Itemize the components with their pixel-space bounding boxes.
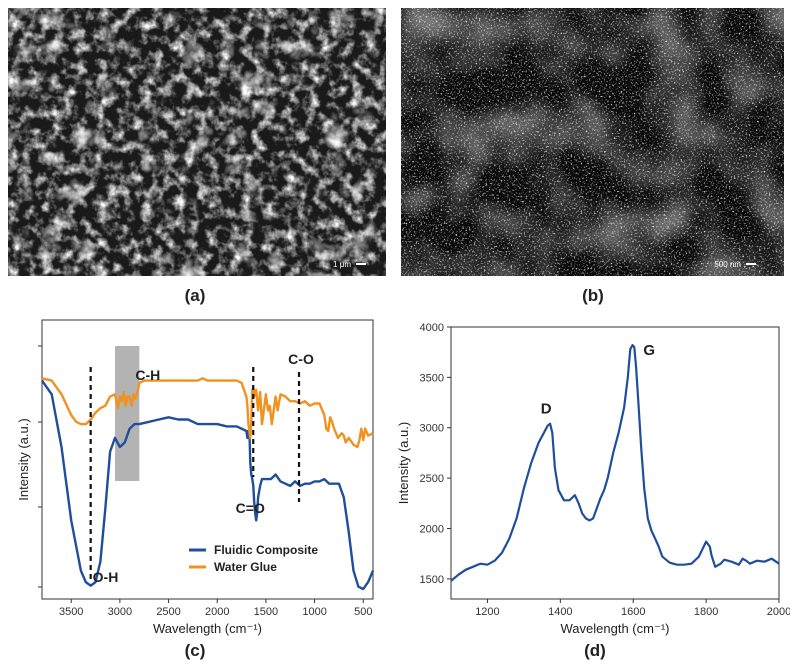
legend-label: Water Glue: [214, 560, 277, 574]
x-tick-label: 1500: [254, 606, 278, 618]
x-tick-label: 1800: [694, 606, 718, 618]
y-tick-label: 2500: [420, 473, 444, 485]
caption-a: (a): [184, 286, 206, 305]
y-tick-label: 3500: [420, 372, 444, 384]
panel-a: 1 μm: [8, 8, 386, 276]
y-axis-label: Intensity (a.u.): [396, 422, 411, 504]
raman-chart: 1200 1400 1600 1800 2000 1500 2000 2500 3000 3500…: [396, 322, 790, 636]
x-tick-label: 2000: [205, 606, 229, 618]
x-tick-label: 1000: [302, 606, 326, 618]
annotation-label: C=O: [236, 500, 265, 516]
peak-label-d: D: [541, 401, 552, 418]
series-line-fluidic-composite: [41, 379, 375, 591]
x-tick-label: 3000: [108, 606, 132, 618]
sem-image-a: 1 μm: [8, 8, 386, 276]
x-tick-label: 1400: [548, 606, 572, 618]
x-tick-label: 3500: [59, 606, 83, 618]
x-tick-label: 1600: [621, 606, 645, 618]
x-tick-label: 1200: [475, 606, 499, 618]
ch-band: [115, 346, 140, 481]
x-tick-label: 2000: [767, 606, 790, 618]
series-line-water-glue: [41, 377, 374, 449]
peak-label-g: G: [643, 342, 655, 359]
plot-frame: [450, 326, 780, 600]
x-tick-label: 2500: [156, 606, 180, 618]
sem-image-b: 500 nm: [401, 8, 784, 276]
scale-label-a: 1 μm: [333, 260, 351, 269]
y-tick-label: 3000: [420, 423, 444, 435]
x-tick-label: 500: [354, 606, 372, 618]
y-tick-label: 2000: [420, 523, 444, 535]
x-axis-label: Wavelength (cm⁻¹): [153, 621, 262, 636]
legend-label: Fluidic Composite: [214, 543, 318, 557]
scale-bar-b: [746, 263, 756, 265]
y-tick-label: 1500: [420, 574, 444, 586]
scale-label-b: 500 nm: [714, 260, 741, 269]
plot-frame: [41, 319, 374, 600]
caption-b: (b): [582, 286, 604, 305]
annotation-label: C-H: [135, 367, 160, 383]
annotation-label: C-O: [288, 351, 314, 367]
y-axis-label: Intensity (a.u.): [16, 418, 31, 500]
x-axis-label: Wavelength (cm⁻¹): [561, 621, 670, 636]
caption-d: (d): [584, 641, 606, 660]
y-tick-label: 4000: [420, 322, 444, 334]
caption-c: (c): [184, 641, 206, 660]
annotation-label: O-H: [93, 569, 119, 585]
ftir-chart: O-H C-H C=O C-O 3500 3000 2500 2000 1500 1000 500 W…: [16, 319, 375, 636]
scale-bar-a: [356, 263, 366, 265]
series-line-raman: [450, 344, 780, 582]
panel-b: 500 nm: [401, 8, 784, 276]
